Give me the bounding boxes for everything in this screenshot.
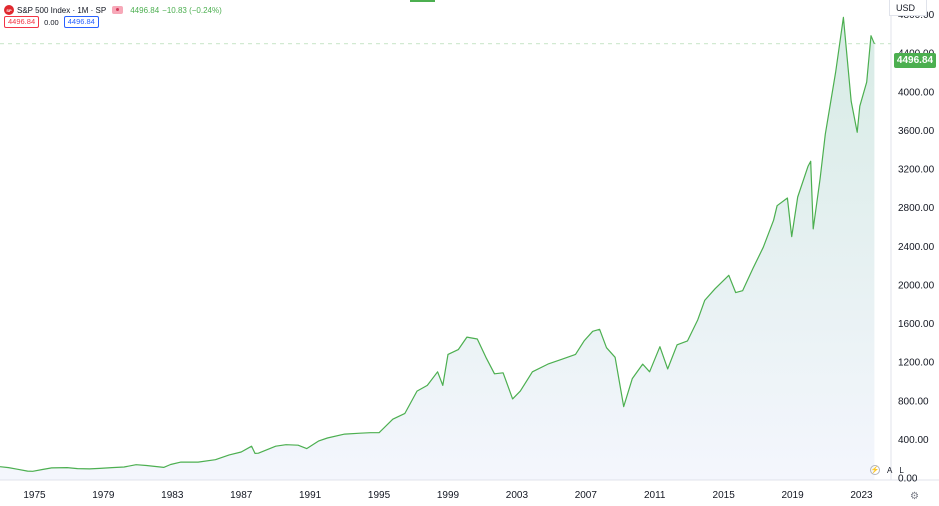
legend-price: 4496.84	[130, 5, 160, 15]
bid-price-box[interactable]: 4496.84	[4, 16, 40, 28]
x-tick-label: 2023	[850, 490, 873, 501]
y-tick-label: 2800.00	[898, 203, 935, 214]
ask-price-box[interactable]: 4496.84	[63, 16, 99, 28]
y-axis-ticks[interactable]: 0.00 400.00 800.00 1200.00 1600.00 2000.00 240…	[898, 10, 935, 485]
x-tick-label: 2019	[781, 490, 804, 501]
y-tick-label: 400.00	[898, 435, 929, 446]
gear-icon[interactable]: ⚙	[910, 491, 919, 502]
spread-value: 0.00	[44, 17, 59, 27]
x-tick-label: 1991	[299, 490, 322, 501]
y-tick-label: 0.00	[898, 474, 918, 485]
auto-scale-button[interactable]: A	[887, 465, 893, 475]
y-tick-label: 2000.00	[898, 280, 935, 291]
x-tick-label: 2015	[713, 490, 736, 501]
x-tick-label: 1999	[437, 490, 460, 501]
price-line-series[interactable]	[0, 16, 875, 472]
y-tick-label: 1200.00	[898, 358, 935, 369]
top-tab-indicator	[410, 0, 435, 2]
y-tick-label: 800.00	[898, 396, 929, 407]
y-tick-label: 1600.00	[898, 319, 935, 330]
legend-change: −10.83 (−0.24%)	[162, 5, 222, 15]
currency-selector[interactable]: USD	[889, 0, 927, 16]
x-tick-label: 2003	[506, 490, 529, 501]
y-tick-label: 4000.00	[898, 87, 935, 98]
x-tick-label: 1987	[230, 490, 253, 501]
price-area-fill	[0, 17, 875, 481]
price-boxes-row: 4496.84 0.00 4496.84	[4, 16, 99, 28]
x-tick-label: 1979	[92, 490, 115, 501]
last-price-label: 4496.84	[894, 53, 936, 68]
x-tick-label: 2007	[575, 490, 598, 501]
y-tick-label: 2400.00	[898, 242, 935, 253]
y-tick-label: 3600.00	[898, 126, 935, 137]
y-tick-label: 3200.00	[898, 165, 935, 176]
chart-legend: SP S&P 500 Index · 1M · SP 4496.84 −10.8…	[4, 3, 225, 17]
x-tick-label: 1975	[23, 490, 46, 501]
axis-controls: ⚡ A L	[870, 465, 904, 475]
sp-logo-icon: SP	[4, 5, 14, 15]
symbol-title[interactable]: S&P 500 Index · 1M · SP	[17, 5, 107, 15]
x-tick-label: 1983	[161, 490, 184, 501]
x-tick-label: 2011	[644, 490, 666, 501]
lightning-icon[interactable]: ⚡	[870, 465, 880, 475]
x-axis-ticks[interactable]: 1975 1979 1983 1987 1991 1995 1999 2003 2007 2011…	[23, 490, 873, 501]
log-scale-button[interactable]: L	[899, 465, 904, 475]
x-tick-label: 1995	[368, 490, 391, 501]
eye-icon[interactable]	[112, 6, 124, 14]
